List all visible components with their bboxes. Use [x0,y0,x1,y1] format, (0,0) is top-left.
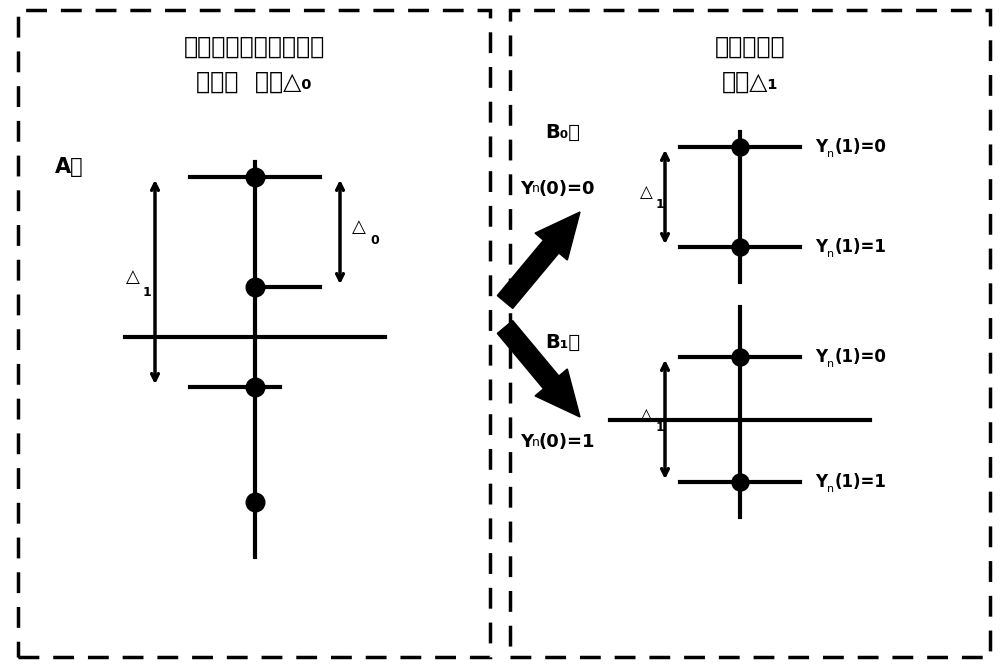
Point [732,241,748,252]
FancyArrow shape [497,212,580,308]
Point [732,141,748,152]
Point [247,382,263,392]
Text: 四电平脉冲幅度调制星: 四电平脉冲幅度调制星 [183,35,325,59]
Text: (1)=1: (1)=1 [835,238,887,256]
Text: A：: A： [55,157,84,177]
Text: 1: 1 [143,285,152,299]
Text: Y: Y [815,238,827,256]
Text: (1)=1: (1)=1 [835,473,887,491]
Text: Y: Y [815,348,827,366]
Text: n: n [827,484,834,494]
Text: △: △ [640,183,653,201]
Text: n: n [827,249,834,259]
Point [247,171,263,182]
Text: △: △ [126,268,140,286]
Point [732,477,748,488]
Text: △: △ [640,406,653,424]
Text: n: n [532,436,540,448]
Text: △: △ [352,218,366,236]
Text: 1: 1 [656,421,665,434]
Point [247,497,263,508]
Point [247,281,263,292]
Text: Y: Y [520,180,533,198]
Text: 1: 1 [656,199,665,211]
FancyArrow shape [497,321,580,417]
Point [732,352,748,362]
Text: B₀：: B₀： [545,123,580,141]
Text: Y: Y [520,433,533,451]
Text: 0: 0 [370,233,379,247]
Text: 座图：  点距△₀: 座图： 点距△₀ [196,70,312,94]
Text: (0)=0: (0)=0 [539,180,596,198]
Text: n: n [827,149,834,159]
Text: Y: Y [815,473,827,491]
Text: n: n [827,359,834,369]
Text: (1)=0: (1)=0 [835,138,887,156]
Text: n: n [532,183,540,195]
Text: 点距△₁: 点距△₁ [722,70,778,94]
Text: (0)=1: (0)=1 [539,433,596,451]
Text: (1)=0: (1)=0 [835,348,887,366]
Text: Y: Y [815,138,827,156]
Text: 一阶子集：: 一阶子集： [715,35,785,59]
Text: B₁：: B₁： [545,333,580,352]
